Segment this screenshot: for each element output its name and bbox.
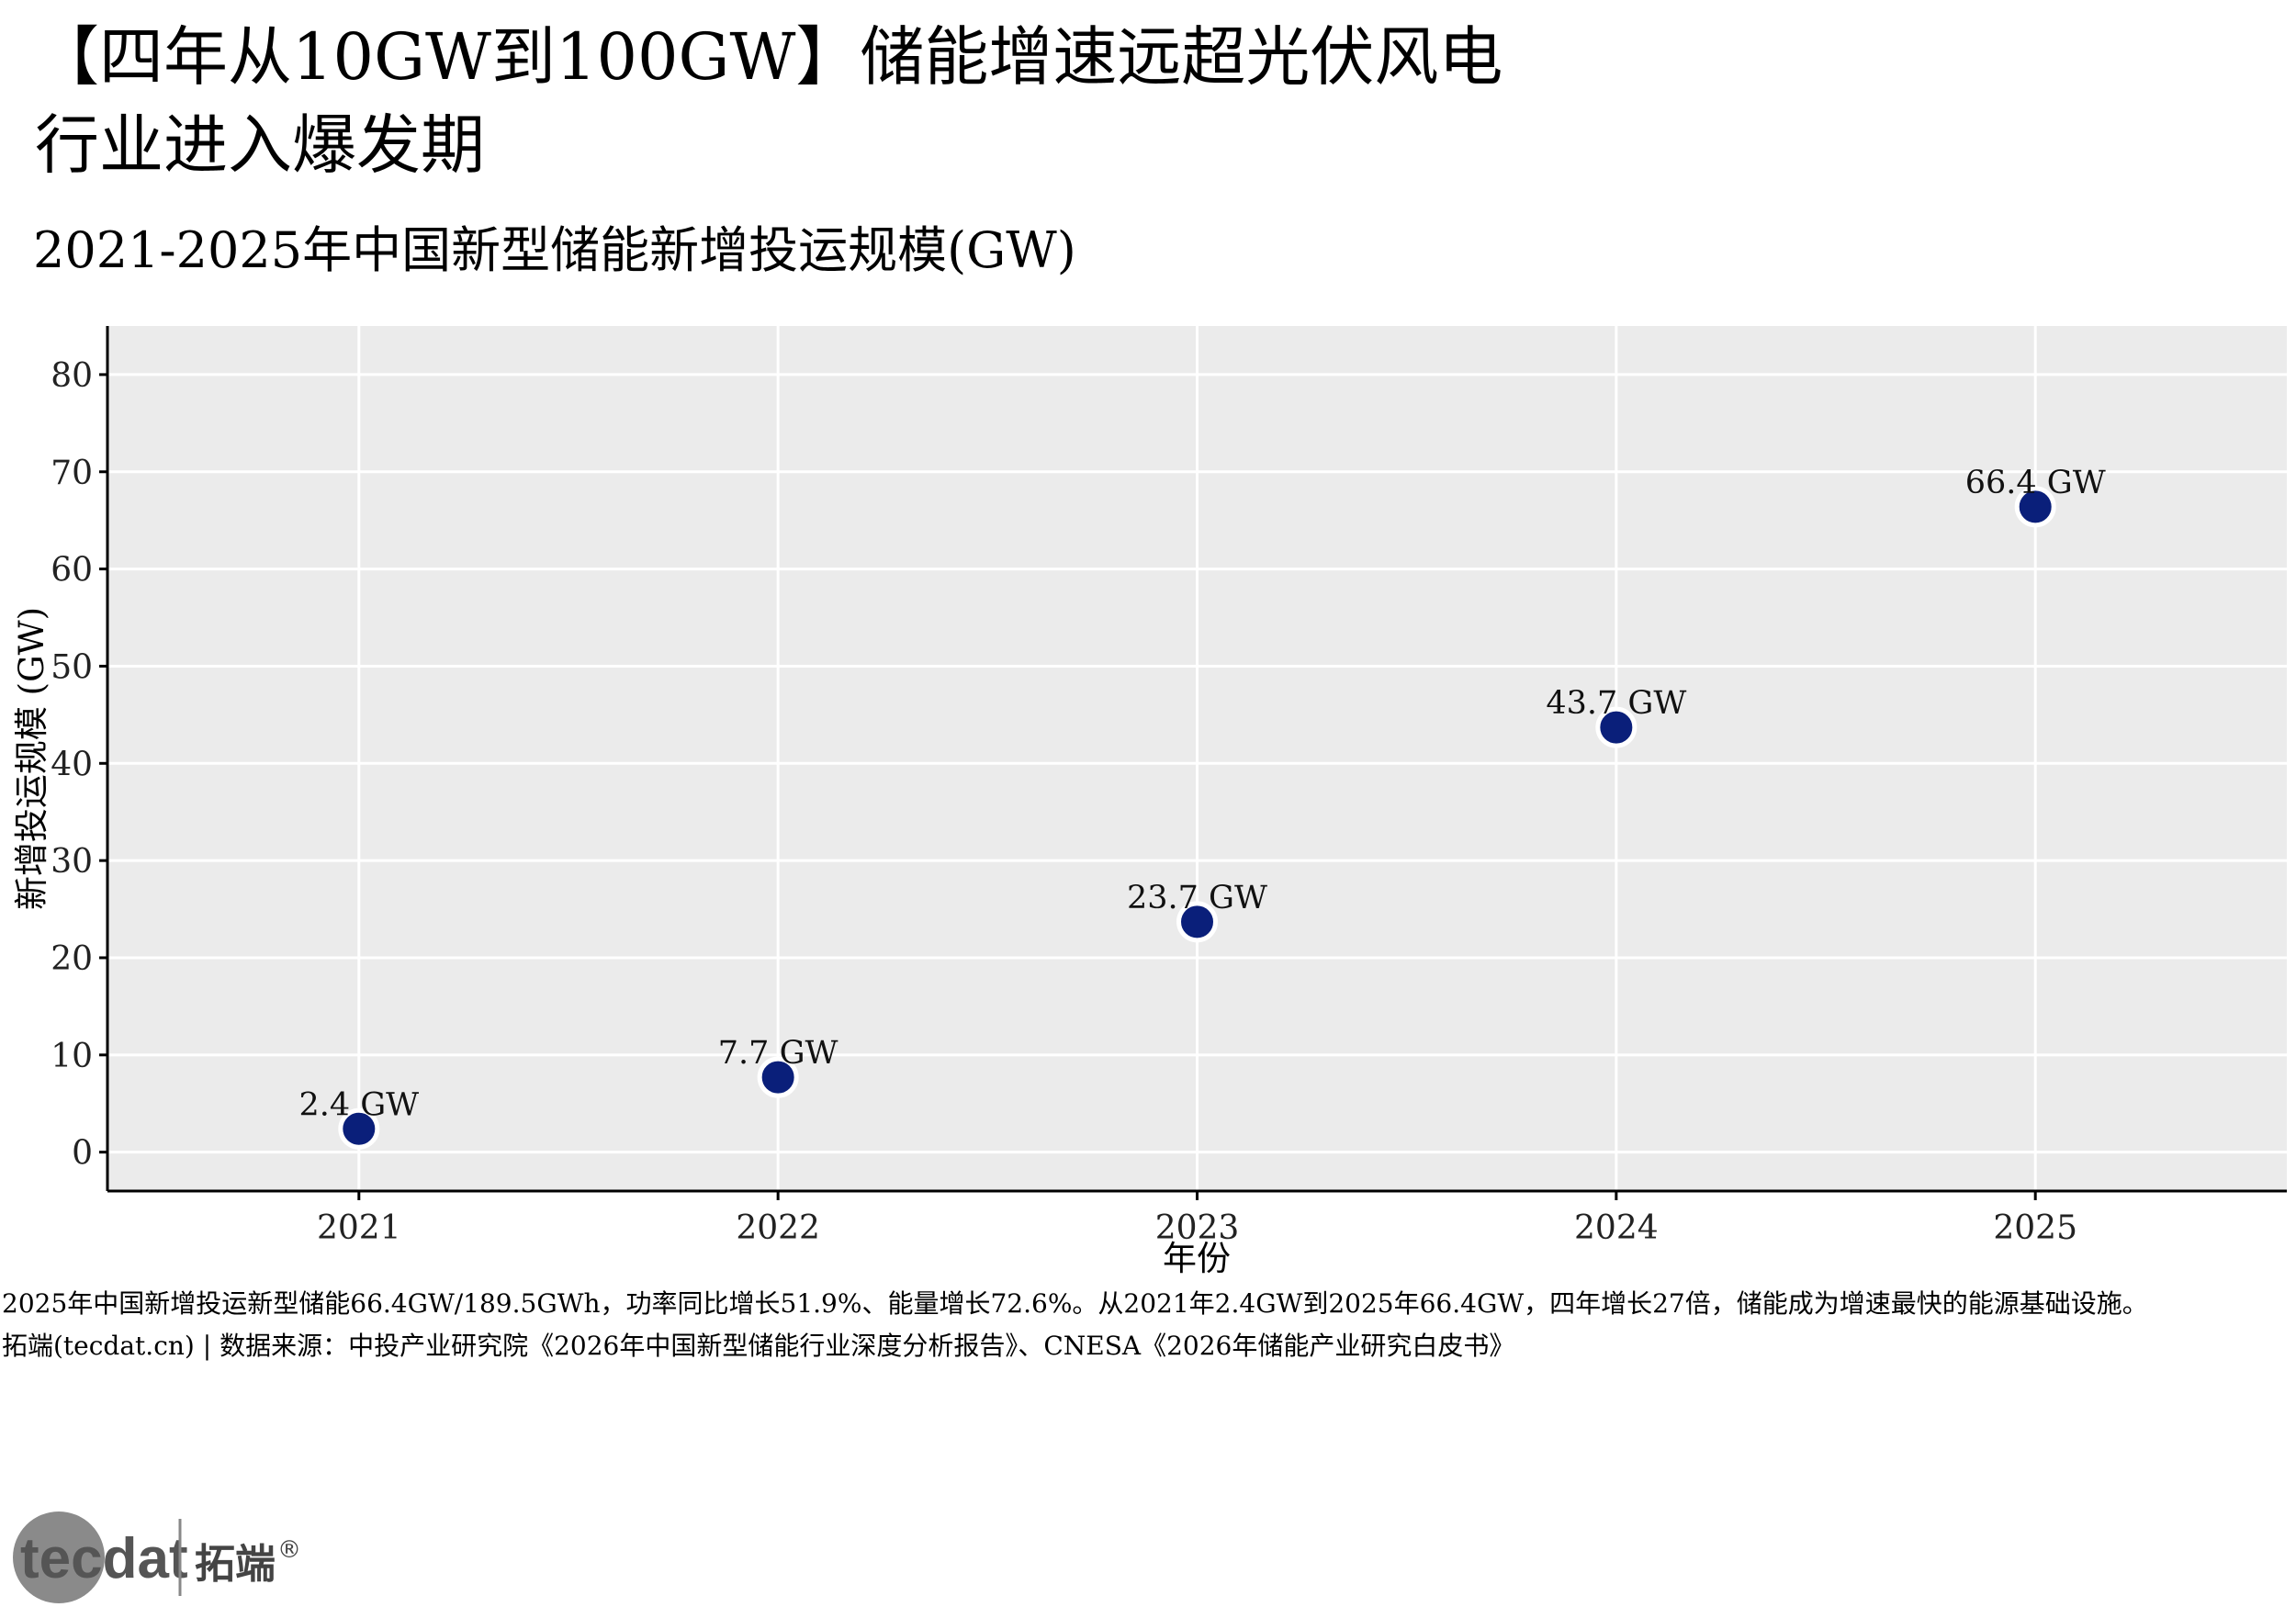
logo-wordmark: tecdat	[20, 1527, 188, 1590]
chart-title: 【四年从10GW到100GW】储能增速远超光伏风电 行业进入爆发期	[35, 13, 2239, 189]
gridlines	[107, 326, 2287, 1191]
chart-title-line2: 行业进入爆发期	[35, 107, 485, 183]
y-tick-label: 20	[51, 940, 93, 978]
data-label: 23.7 GW	[1127, 880, 1267, 916]
scatter-chart: 0 10 20 30 40 50 60 70 80 2021 2022 2023 2024 2025 2…	[12, 326, 2287, 1278]
caption: 2025年中国新增投运新型储能66.4GW/189.5GWh，功率同比增长51.…	[2, 1283, 2289, 1367]
data-points	[338, 486, 2056, 1150]
y-tick-label: 80	[51, 357, 93, 395]
data-point	[757, 1056, 799, 1098]
caption-source: 拓端(tecdat.cn) | 数据来源：中投产业研究院《2026年中国新型储能…	[2, 1331, 1515, 1361]
data-point	[1595, 706, 1638, 748]
x-tick-label: 2021	[317, 1209, 401, 1247]
x-tick-label: 2023	[1155, 1209, 1240, 1247]
y-tick-label: 30	[51, 843, 93, 881]
y-tick-label: 0	[72, 1135, 93, 1173]
logo-registered-mark: ®	[277, 1536, 301, 1564]
logo-brand-cn: 拓端	[195, 1541, 276, 1588]
data-label: 43.7 GW	[1546, 685, 1686, 722]
data-label: 7.7 GW	[718, 1035, 838, 1072]
tecdat-logo: tecdat 拓端 ®	[13, 1511, 301, 1603]
logo-circle	[13, 1511, 105, 1603]
data-labels: 2.4 GW 7.7 GW 23.7 GW 43.7 GW 66.4 GW	[298, 465, 2105, 1123]
y-tick-label: 40	[51, 746, 93, 783]
x-ticks: 2021 2022 2023 2024 2025	[317, 1191, 2077, 1247]
data-point	[1176, 901, 1218, 943]
y-tick-label: 10	[51, 1038, 93, 1075]
chart-title-line1: 【四年从10GW到100GW】储能增速远超光伏风电	[35, 19, 1503, 95]
data-point	[2014, 486, 2056, 528]
x-tick-label: 2022	[736, 1209, 820, 1247]
chart-subtitle: 2021-2025年中国新型储能新增投运规模(GW)	[33, 221, 1076, 279]
y-ticks: 0 10 20 30 40 50 60 70 80	[51, 357, 107, 1173]
data-label: 2.4 GW	[298, 1086, 419, 1123]
x-tick-label: 2024	[1574, 1209, 1659, 1247]
y-tick-label: 60	[51, 552, 93, 590]
x-axis-title: 年份	[1163, 1239, 1231, 1278]
y-tick-label: 50	[51, 648, 93, 686]
x-tick-label: 2025	[1993, 1209, 2077, 1247]
data-label: 66.4 GW	[1965, 465, 2106, 501]
data-point	[338, 1107, 380, 1150]
y-axis-title: 新增投运规模 (GW)	[12, 607, 51, 910]
caption-summary: 2025年中国新增投运新型储能66.4GW/189.5GWh，功率同比增长51.…	[2, 1288, 2148, 1319]
y-tick-label: 70	[51, 455, 93, 492]
